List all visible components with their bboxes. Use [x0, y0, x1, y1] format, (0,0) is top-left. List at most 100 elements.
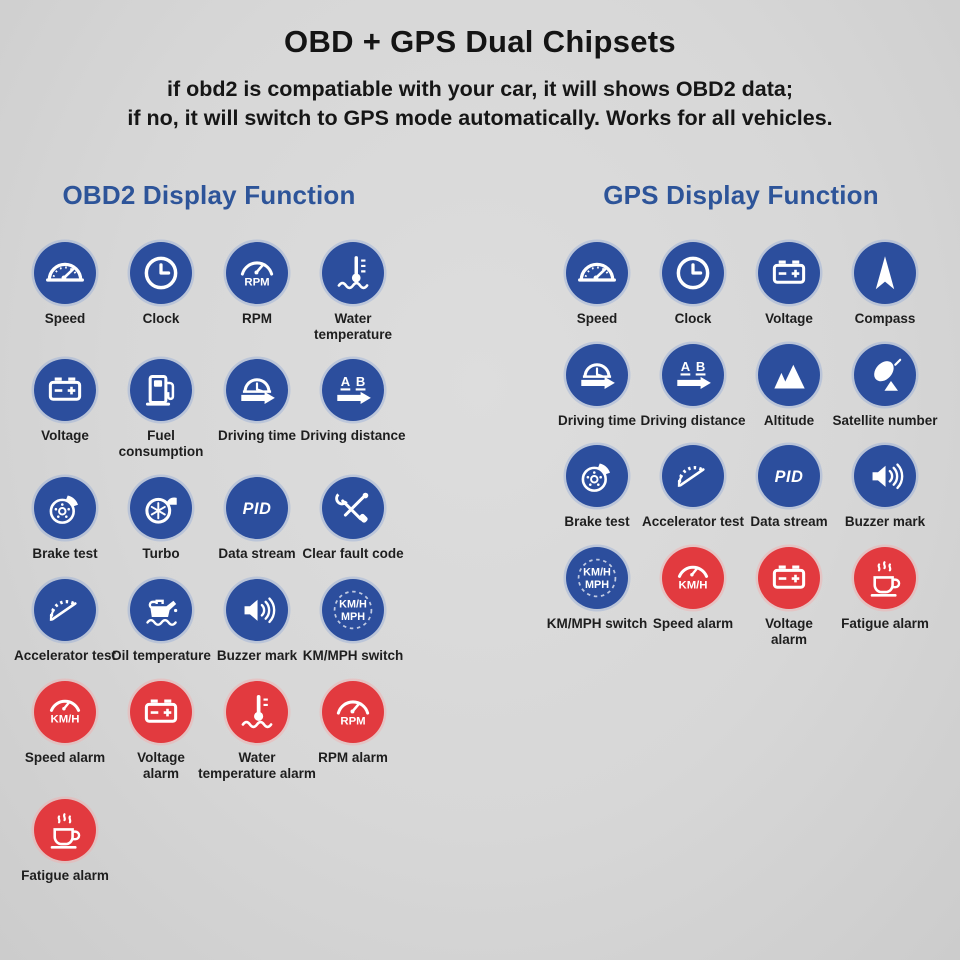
kmh-mph-switch-icon: KM/H MPH: [322, 579, 384, 642]
function-label: Voltage alarm: [765, 616, 813, 648]
function-item-data-stream: PID Data stream: [741, 445, 837, 530]
function-item-speed: Speed: [17, 241, 113, 343]
svg-text:KM/H: KM/H: [583, 567, 611, 579]
function-item-speed: Speed: [549, 241, 645, 327]
function-label: Buzzer mark: [216, 648, 298, 664]
brake-disc-icon: [566, 445, 628, 508]
function-label: KM/MPH switch: [302, 648, 404, 664]
function-item-km-mph-switch: KM/H MPH KM/MPH switch: [302, 579, 404, 664]
kmh-mph-switch-icon: KM/H MPH: [566, 547, 628, 610]
function-item-speed-alarm: KM/H Speed alarm: [645, 547, 741, 648]
function-item-voltage: Voltage: [741, 241, 837, 327]
function-label: Driving distance: [640, 412, 746, 428]
function-label: Speed alarm: [24, 750, 106, 766]
svg-text:A: A: [681, 359, 691, 374]
function-label: RPM: [242, 310, 272, 326]
function-label: Driving distance: [300, 428, 406, 444]
function-item-fuel-consumption: Fuel consumption: [113, 359, 209, 460]
function-item-oil-temperature: Oil temperature: [111, 579, 211, 664]
function-label: Data stream: [750, 514, 828, 530]
function-label: Fuel consumption: [118, 428, 204, 460]
turbo-icon: [130, 477, 192, 540]
subtitle: if obd2 is compatiable with your car, it…: [0, 75, 960, 133]
function-item-altitude: Altitude: [741, 343, 837, 429]
subtitle-line-2: if no, it will switch to GPS mode automa…: [127, 105, 833, 130]
brake-disc-icon: [34, 477, 96, 540]
accelerator-gauge-icon: [662, 445, 724, 508]
function-item-km-mph-switch: KM/H MPH KM/MPH switch: [546, 547, 648, 648]
kmh-gauge-icon: KM/H: [662, 547, 724, 610]
svg-text:MPH: MPH: [341, 611, 365, 623]
function-item-rpm-alarm: RPM RPM alarm: [305, 681, 401, 782]
function-item-brake-test: Brake test: [17, 477, 113, 562]
function-label: Voltage alarm: [137, 750, 185, 782]
function-item-clock: Clock: [113, 241, 209, 343]
svg-text:KM/H: KM/H: [50, 713, 79, 725]
function-label: Brake test: [564, 514, 630, 530]
gps-section: GPS Display Function Speed Clock Voltage Co…: [546, 180, 938, 884]
function-label: Clock: [142, 310, 180, 326]
speedometer-icon: [566, 241, 628, 304]
function-label: Driving time: [557, 412, 636, 428]
function-label: Driving time: [217, 428, 296, 444]
function-item-fatigue-alarm: Fatigue alarm: [837, 547, 933, 648]
function-item-data-stream: PID Data stream: [209, 477, 305, 562]
function-item-voltage-alarm: Voltage alarm: [113, 681, 209, 782]
function-item-buzzer-mark: Buzzer mark: [837, 445, 933, 530]
function-item-clock: Clock: [645, 241, 741, 327]
subtitle-line-1: if obd2 is compatiable with your car, it…: [166, 77, 793, 101]
pid-icon: PID: [226, 477, 288, 540]
function-item-driving-time: Driving time: [209, 359, 305, 460]
function-label: KM/MPH switch: [546, 616, 648, 632]
function-item-voltage: Voltage: [17, 359, 113, 460]
coffee-cup-icon: [34, 798, 96, 861]
function-item-voltage-alarm: Voltage alarm: [741, 547, 837, 648]
rpm-gauge-icon: RPM: [226, 241, 288, 304]
function-item-speed-alarm: KM/H Speed alarm: [17, 681, 113, 782]
rpm-gauge-icon: RPM: [322, 681, 384, 744]
svg-text:B: B: [356, 375, 365, 390]
function-label: Buzzer mark: [844, 514, 926, 530]
function-label: Speed: [44, 310, 86, 326]
function-label: Speed alarm: [652, 616, 734, 632]
compass-icon: [854, 241, 916, 304]
battery-icon: [758, 547, 820, 610]
svg-text:RPM: RPM: [244, 276, 269, 288]
speedometer-icon: [34, 241, 96, 304]
function-item-compass: Compass: [837, 241, 933, 327]
page-title: OBD + GPS Dual Chipsets: [284, 24, 676, 59]
function-label: Voltage: [41, 428, 89, 444]
function-label: Clear fault code: [302, 546, 404, 562]
function-label: Oil temperature: [111, 648, 211, 664]
svg-text:RPM: RPM: [340, 716, 365, 728]
function-item-turbo: Turbo: [113, 477, 209, 562]
obd2-function-grid: Speed Clock RPM RPM Water temperature Voltage…: [13, 241, 406, 884]
driving-time-icon: [226, 359, 288, 422]
svg-text:KM/H: KM/H: [339, 598, 367, 610]
function-label: Accelerator test: [13, 648, 117, 664]
function-label: Brake test: [32, 546, 98, 562]
obd2-section-title: OBD2 Display Function: [62, 179, 356, 210]
function-item-accelerator-test: Accelerator test: [13, 579, 117, 664]
function-item-fatigue-alarm: Fatigue alarm: [17, 798, 113, 884]
function-label: Altitude: [763, 412, 815, 428]
svg-text:B: B: [696, 359, 705, 374]
battery-icon: [758, 241, 820, 304]
battery-icon: [130, 681, 192, 744]
svg-text:MPH: MPH: [585, 579, 609, 591]
speaker-icon: [854, 445, 916, 508]
svg-text:PID: PID: [243, 500, 272, 518]
function-item-brake-test: Brake test: [549, 445, 645, 530]
mountains-icon: [758, 343, 820, 406]
function-label: Voltage: [765, 310, 813, 326]
battery-icon: [34, 359, 96, 422]
gps-function-grid: Speed Clock Voltage Compass Driving time A B Dr…: [546, 241, 938, 649]
function-item-clear-fault-code: Clear fault code: [302, 477, 404, 562]
function-item-buzzer-mark: Buzzer mark: [209, 579, 305, 664]
function-item-driving-time: Driving time: [549, 343, 645, 429]
satellite-icon: [854, 343, 916, 406]
tools-icon: [322, 477, 384, 540]
function-item-rpm: RPM RPM: [209, 241, 305, 343]
